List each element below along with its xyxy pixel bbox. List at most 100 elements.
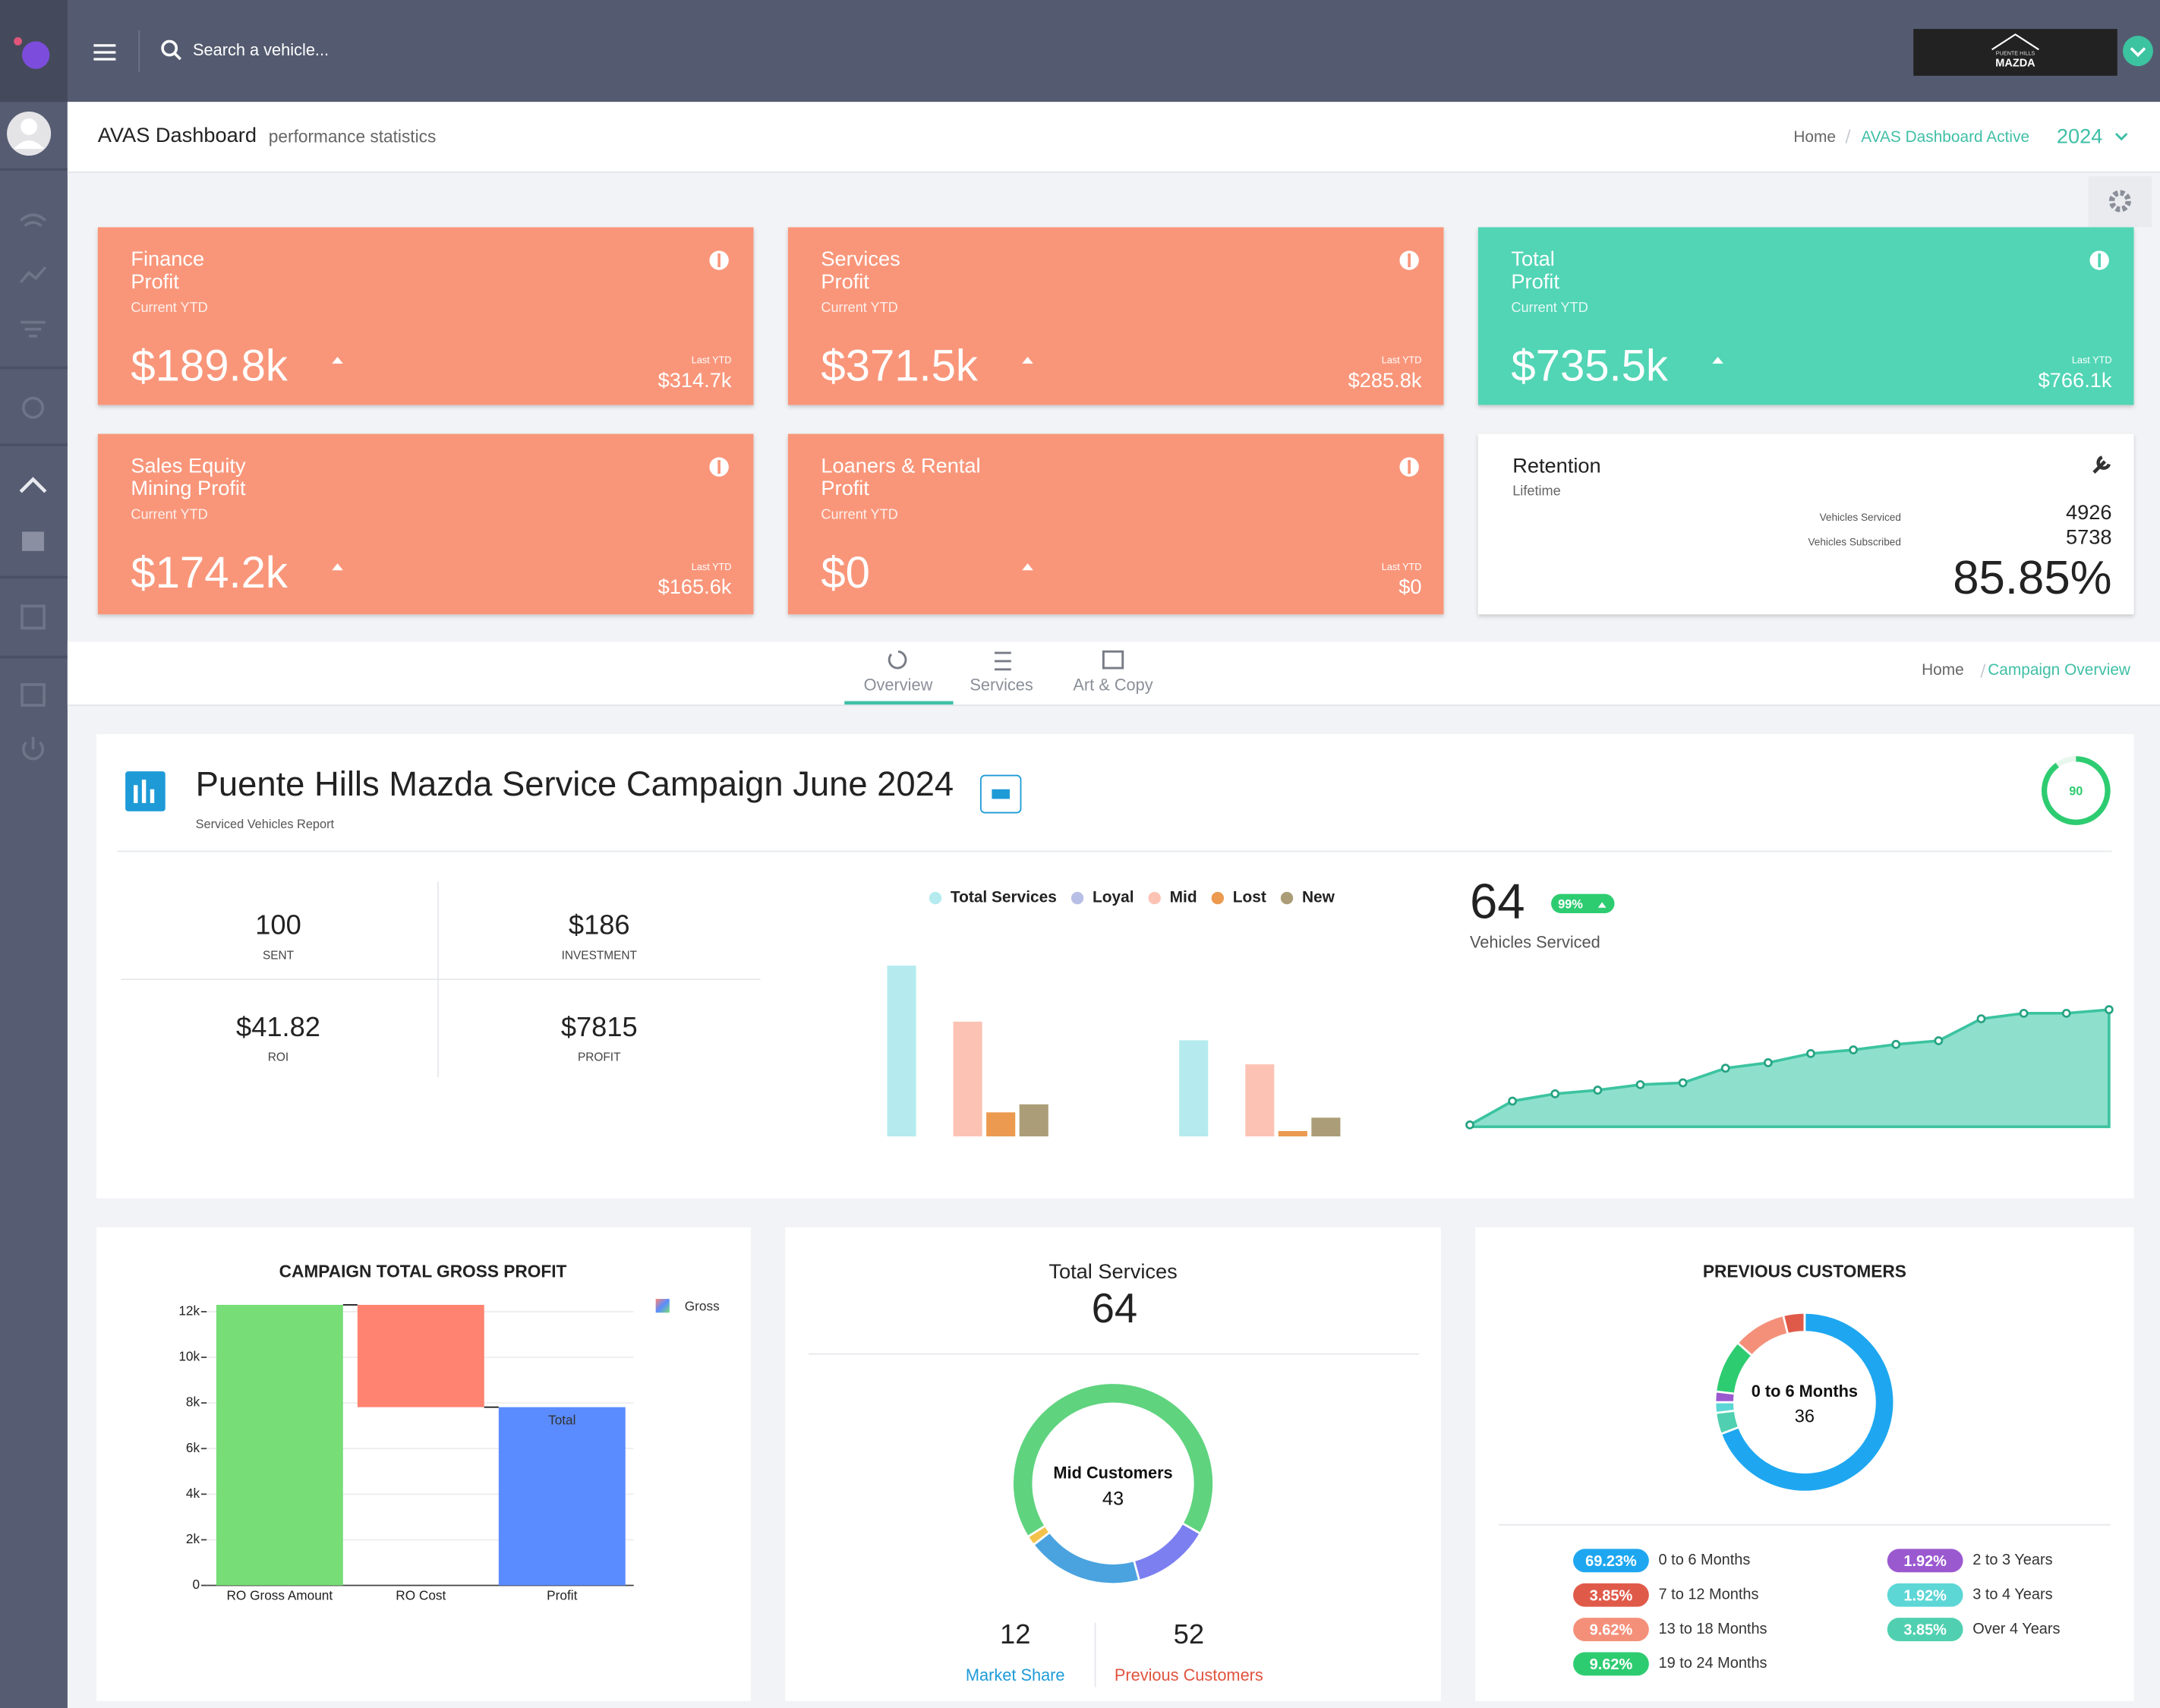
bar — [887, 965, 916, 1136]
search-icon[interactable] — [161, 39, 181, 61]
print-icon — [992, 789, 1010, 799]
trend-caret — [1022, 356, 1033, 364]
vehicles-label: Vehicles Serviced — [1470, 933, 1600, 952]
total-services-panel — [785, 1227, 1441, 1701]
nav-icon[interactable] — [20, 320, 46, 338]
account-chevron — [2130, 47, 2146, 58]
growth-caret — [1597, 902, 1607, 908]
retention-label: Vehicles Subscribed — [1808, 537, 1900, 548]
card-title: Profit — [131, 269, 179, 293]
nav-icon[interactable] — [19, 266, 47, 284]
legend-badge — [1887, 1549, 1963, 1573]
x-tick-label: RO Cost — [396, 1588, 446, 1603]
legend-label: Total Services — [951, 889, 1057, 906]
legend-value: 9.62% — [1590, 1622, 1633, 1639]
campaign-subtitle: Serviced Vehicles Report — [196, 818, 335, 831]
nav-icon[interactable] — [20, 604, 46, 630]
tab[interactable]: Art & Copy — [1073, 675, 1153, 694]
nav-icon[interactable] — [22, 736, 44, 761]
breadcrumb-link[interactable]: Home — [1793, 128, 1836, 146]
year-chevron[interactable] — [2114, 132, 2128, 141]
card-last-value: $0 — [1398, 575, 1421, 598]
retention-value: 4926 — [2066, 500, 2112, 524]
y-tick-label: 10k — [178, 1349, 200, 1364]
tab[interactable]: Overview — [864, 675, 933, 694]
legend-dot — [1071, 891, 1084, 905]
nav-icon-active[interactable] — [19, 477, 47, 493]
point — [1849, 1045, 1859, 1054]
card-title: Profit — [1511, 269, 1559, 293]
card-period: Current YTD — [1511, 300, 1588, 315]
card-last-label: Last YTD — [1382, 355, 1422, 366]
breadcrumb-link[interactable]: Home — [1922, 661, 1964, 679]
point — [1508, 1096, 1518, 1106]
retention-period: Lifetime — [1512, 484, 1560, 499]
nav-icon[interactable] — [22, 396, 45, 419]
y-tick-label: 4k — [186, 1486, 200, 1501]
account-menu[interactable] — [2123, 36, 2153, 67]
legend-badge — [1573, 1583, 1649, 1607]
services-icon — [995, 651, 1011, 671]
card-period: Current YTD — [821, 506, 897, 522]
nav-icon[interactable] — [22, 531, 45, 551]
card-value: $0 — [821, 548, 870, 597]
legend-label: 2 to 3 Years — [1972, 1552, 2052, 1568]
stat-label: PROFIT — [578, 1051, 621, 1064]
art-icon — [1102, 650, 1124, 670]
search-input[interactable]: Search a vehicle... — [193, 40, 329, 59]
legend-label: 3 to 4 Years — [1972, 1586, 2052, 1602]
donut-segment — [1714, 1341, 1754, 1395]
nav-icon[interactable] — [20, 683, 46, 707]
legend-value: 9.62% — [1590, 1656, 1633, 1673]
total-value: 64 — [1092, 1285, 1138, 1331]
card-title: Profit — [821, 476, 869, 499]
page-title: AVAS Dashboard — [98, 123, 257, 147]
tab-icons — [888, 650, 1124, 671]
point — [2104, 1005, 2114, 1014]
donut-center-label: 0 to 6 Months — [1752, 1382, 1858, 1401]
bar — [1311, 1117, 1341, 1136]
stat-label: INVESTMENT — [562, 949, 638, 962]
legend-value: 3.85% — [1903, 1622, 1947, 1639]
point — [1891, 1039, 1901, 1049]
x-tick-label: RO Gross Amount — [226, 1588, 333, 1603]
point — [1593, 1086, 1603, 1095]
point — [1934, 1036, 1944, 1045]
growth-badge — [1551, 893, 1615, 914]
retention-label: Vehicles Serviced — [1820, 512, 1901, 523]
page-subtitle: performance statistics — [269, 126, 436, 146]
card-title: Finance — [131, 247, 204, 270]
retention-rate: 85.85% — [1953, 552, 2111, 604]
legend-dot — [1148, 891, 1161, 905]
settings-icon — [2108, 190, 2131, 213]
footer-label[interactable]: Previous Customers — [1115, 1665, 1263, 1684]
legend-badge — [1573, 1618, 1649, 1641]
card-value: $189.8k — [131, 342, 289, 391]
campaign-panel — [96, 734, 2134, 1199]
point — [1806, 1048, 1815, 1058]
donut-segment — [1736, 1314, 1789, 1357]
footer-label[interactable]: Market Share — [966, 1665, 1065, 1684]
point — [2019, 1008, 2029, 1018]
chart-title: Total Services — [1048, 1259, 1177, 1283]
menu-button[interactable] — [93, 44, 116, 61]
point — [1678, 1078, 1688, 1088]
settings-button[interactable] — [2088, 176, 2152, 228]
donut-segment — [1719, 1311, 1896, 1493]
trend-caret — [332, 563, 343, 571]
tab[interactable]: Services — [970, 675, 1033, 694]
bar — [1179, 1040, 1209, 1136]
card-value: $174.2k — [131, 548, 289, 597]
donut-segment — [1781, 1311, 1806, 1335]
chart-title: PREVIOUS CUSTOMERS — [1703, 1262, 1906, 1281]
nav-icon[interactable] — [20, 213, 47, 228]
legend-dot — [1211, 891, 1224, 905]
breadcrumb-current: AVAS Dashboard Active — [1861, 128, 2029, 146]
year-selector[interactable]: 2024 — [2057, 124, 2103, 148]
card-last-label: Last YTD — [1382, 562, 1422, 572]
card-last-label: Last YTD — [692, 562, 732, 572]
logo-circle — [22, 41, 50, 69]
total-label: Total — [548, 1412, 575, 1427]
